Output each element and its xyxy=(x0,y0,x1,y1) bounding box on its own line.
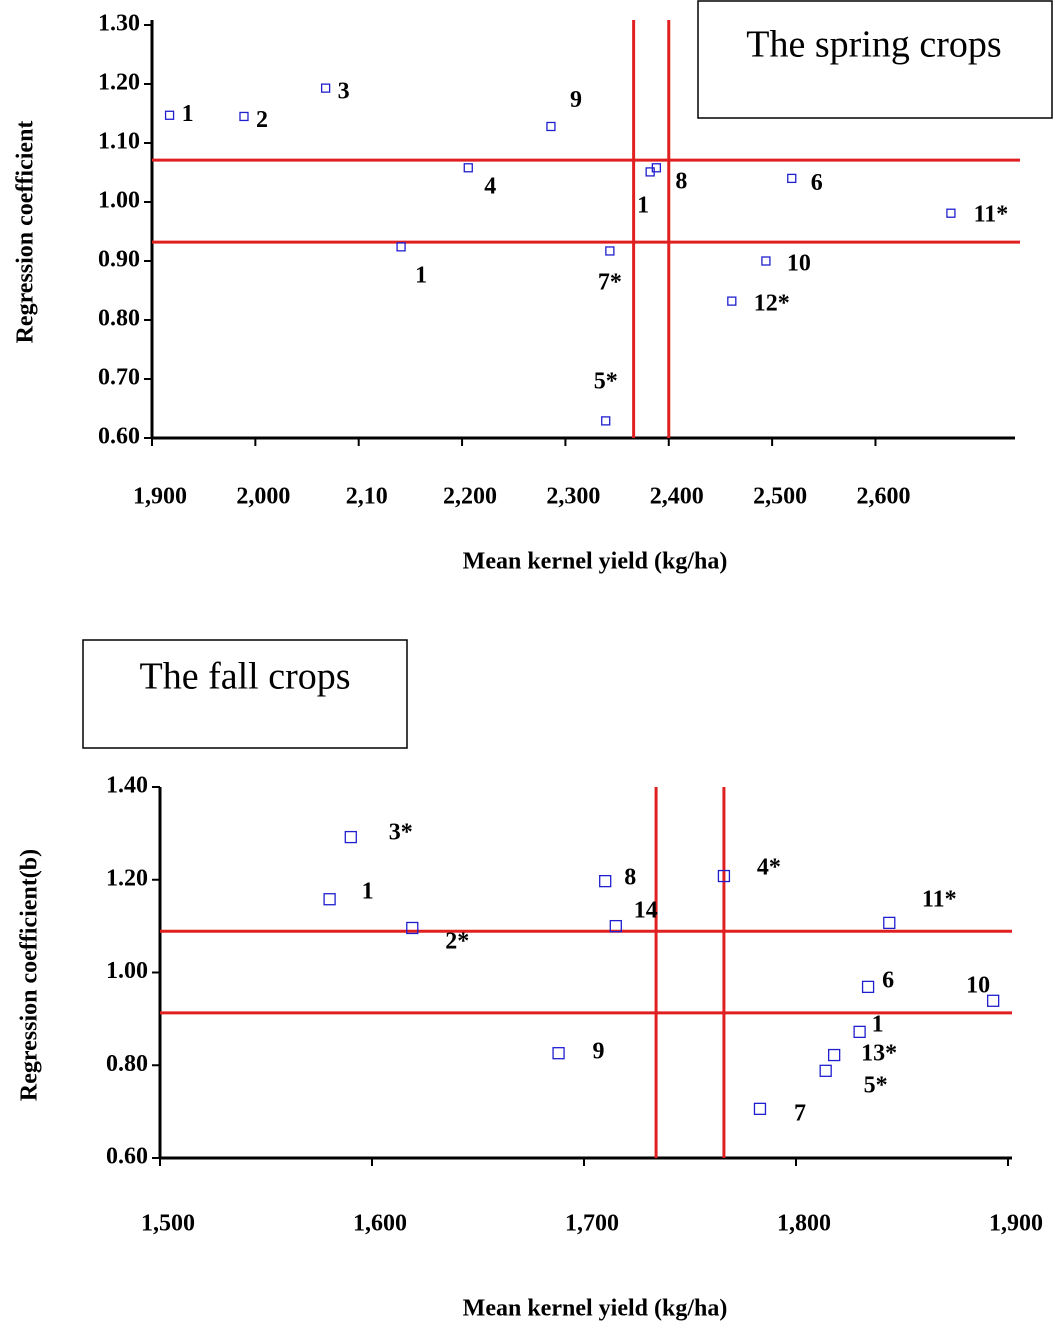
data-label: 3 xyxy=(338,79,350,105)
point xyxy=(883,916,896,930)
data-label: 10 xyxy=(787,251,811,277)
x-tick-label: 1,800 xyxy=(777,1211,831,1237)
data-label: 11* xyxy=(922,886,957,912)
y-tick-label: 1.20 xyxy=(98,70,140,96)
annotation-box xyxy=(82,639,408,749)
y-tick-label: 1.20 xyxy=(106,865,148,891)
point xyxy=(987,994,1000,1007)
data-label: 6 xyxy=(882,967,894,993)
y-tick-label: 1.10 xyxy=(98,129,140,155)
y-tick-label: 1.00 xyxy=(106,958,148,984)
point xyxy=(239,111,249,122)
data-label: 2* xyxy=(445,928,469,954)
point xyxy=(323,893,336,906)
x-tick-label: 2,600 xyxy=(856,484,910,510)
y-tick-label: 0.80 xyxy=(98,306,140,332)
data-label: 1 xyxy=(415,262,427,288)
point xyxy=(828,1048,841,1062)
point xyxy=(609,919,622,933)
data-label: 14 xyxy=(634,898,658,924)
data-label: 11* xyxy=(974,202,1009,228)
point xyxy=(819,1064,832,1077)
point xyxy=(552,1047,565,1060)
data-label: 4* xyxy=(757,855,781,881)
data-label: 1 xyxy=(362,879,374,905)
y-axis-title: Regression coefficient(b) xyxy=(17,849,43,1101)
x-tick-label: 2,400 xyxy=(650,484,704,510)
data-label: 13* xyxy=(861,1041,897,1067)
x-tick-label: 2,200 xyxy=(443,484,497,510)
point xyxy=(753,1102,767,1115)
annotation-box xyxy=(697,0,1053,119)
data-label: 5* xyxy=(864,1072,888,1098)
data-label: 2 xyxy=(256,107,268,133)
data-label: 8 xyxy=(624,865,636,891)
y-tick-label: 0.60 xyxy=(98,424,140,450)
x-tick-label: 1,700 xyxy=(565,1211,619,1237)
point xyxy=(787,173,797,184)
point xyxy=(761,256,771,266)
x-tick-label: 2,300 xyxy=(546,484,600,510)
data-label: 10 xyxy=(966,972,990,998)
point xyxy=(463,163,473,173)
y-tick-label: 0.70 xyxy=(98,365,140,391)
y-tick-label: 0.80 xyxy=(106,1051,148,1077)
point xyxy=(645,167,655,177)
point xyxy=(396,242,406,252)
data-label: 9 xyxy=(593,1039,605,1065)
x-tick-label: 1,600 xyxy=(353,1211,407,1237)
point xyxy=(946,208,956,218)
point xyxy=(861,980,875,994)
point xyxy=(717,869,731,883)
data-label: 7 xyxy=(794,1100,806,1126)
data-label: 3* xyxy=(389,820,413,846)
point xyxy=(601,416,611,426)
x-axis-title: Mean kernel yield (kg/ha) xyxy=(463,1296,728,1322)
y-tick-label: 0.60 xyxy=(106,1144,148,1170)
point xyxy=(406,921,419,935)
y-tick-label: 0.90 xyxy=(98,247,140,273)
point xyxy=(853,1025,866,1039)
data-label: 12* xyxy=(754,291,790,317)
y-tick-label: 1.40 xyxy=(106,773,148,799)
x-tick-label: 1,500 xyxy=(141,1211,195,1237)
data-label: 1 xyxy=(182,101,194,127)
data-label: 5* xyxy=(594,368,618,394)
y-tick-label: 1.00 xyxy=(98,188,140,214)
data-label: 1 xyxy=(637,192,649,218)
data-label: 9 xyxy=(570,87,582,113)
point xyxy=(727,296,737,306)
x-axis-title: Mean kernel yield (kg/ha) xyxy=(463,549,728,575)
x-tick-label: 2,10 xyxy=(346,484,388,510)
x-tick-label: 2,500 xyxy=(753,484,807,510)
annotation: The spring crops xyxy=(746,24,1001,66)
y-tick-label: 1.30 xyxy=(98,11,140,37)
data-label: 6 xyxy=(811,170,823,196)
point xyxy=(320,83,331,93)
data-label: 4 xyxy=(484,173,496,199)
data-label: 1 xyxy=(872,1011,884,1037)
data-label: 7* xyxy=(598,269,622,295)
point xyxy=(546,121,556,132)
y-axis-title: Regression coefficient xyxy=(13,121,39,344)
x-tick-label: 1,900 xyxy=(989,1211,1043,1237)
x-tick-label: 2,000 xyxy=(236,484,290,510)
point xyxy=(344,830,357,844)
annotation: The fall crops xyxy=(139,656,350,698)
point xyxy=(164,110,175,120)
data-label: 8 xyxy=(675,168,687,194)
point xyxy=(605,246,615,256)
point xyxy=(599,874,612,888)
x-tick-label: 1,900 xyxy=(133,484,187,510)
